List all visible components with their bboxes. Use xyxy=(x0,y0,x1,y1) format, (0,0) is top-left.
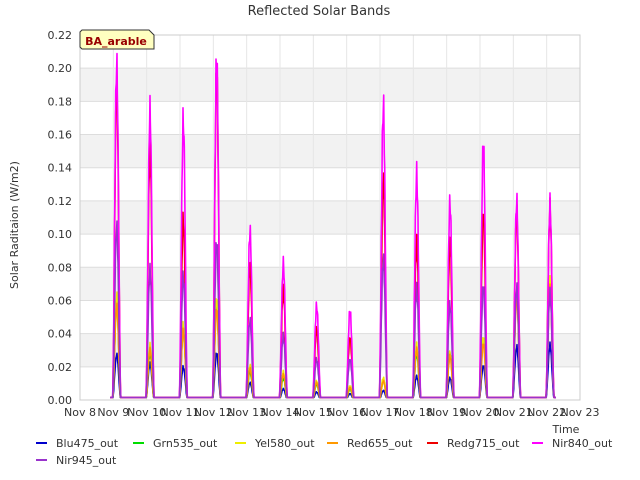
gridlines xyxy=(79,34,581,401)
grid-band xyxy=(80,200,580,235)
x-axis-label: Time xyxy=(552,423,580,436)
legend-label: Red655_out xyxy=(347,437,413,450)
x-tick-label: Nov 11 xyxy=(161,406,200,419)
x-tick-label: Nov 8 xyxy=(64,406,96,419)
x-tick-label: Nov 21 xyxy=(494,406,533,419)
y-tick-label: 0.10 xyxy=(48,228,73,241)
x-tick-label: Nov 15 xyxy=(294,406,333,419)
x-tick-label: Nov 20 xyxy=(461,406,500,419)
legend-label: Blu475_out xyxy=(56,437,119,450)
grid-band xyxy=(80,267,580,301)
x-tick-label: Nov 23 xyxy=(561,406,600,419)
y-tick-label: 0.12 xyxy=(48,195,73,208)
x-tick-label: Nov 14 xyxy=(261,406,300,419)
series-line-nir945-out xyxy=(109,220,557,399)
x-tick-label: Nov 17 xyxy=(361,406,400,419)
grid-band xyxy=(80,68,580,102)
legend: Blu475_out Grn535_out Yel580_out Red655_out… xyxy=(36,437,613,467)
legend-label: Yel580_out xyxy=(254,437,315,450)
y-tick-label: 0.08 xyxy=(48,261,73,274)
legend-label: Grn535_out xyxy=(153,437,218,450)
x-tick-label: Nov 13 xyxy=(227,406,266,419)
x-tick-label: Nov 9 xyxy=(97,406,129,419)
y-tick-label: 0.18 xyxy=(48,95,73,108)
chart-title: Reflected Solar Bands xyxy=(248,4,391,19)
y-tick-label: 0.04 xyxy=(48,328,73,341)
x-tick-label: Nov 12 xyxy=(194,406,233,419)
grid-band xyxy=(80,134,580,168)
y-tick-label: 0.20 xyxy=(48,62,73,75)
y-tick-label: 0.06 xyxy=(48,294,73,307)
x-tick-label: Nov 18 xyxy=(394,406,433,419)
grid-band xyxy=(80,333,580,367)
legend-label: Nir945_out xyxy=(56,454,117,467)
y-axis-ticks: 0.00 0.02 0.04 0.06 0.08 0.10 0.12 0.14 0.16 0.18… xyxy=(48,29,73,407)
x-tick-label: Nov 10 xyxy=(127,406,166,419)
y-tick-label: 0.00 xyxy=(48,394,73,407)
legend-label: Redg715_out xyxy=(447,437,520,450)
background-bands xyxy=(80,35,580,400)
y-tick-label: 0.02 xyxy=(48,361,73,374)
y-tick-label: 0.16 xyxy=(48,129,73,142)
site-badge: BA_arable xyxy=(79,29,155,50)
x-tick-label: Nov 19 xyxy=(427,406,466,419)
x-tick-label: Nov 22 xyxy=(527,406,566,419)
y-axis-label: Solar Raditaion (W/m2) xyxy=(8,161,21,289)
series-lines xyxy=(109,52,557,399)
site-badge-label: BA_arable xyxy=(85,35,147,48)
plot-frame xyxy=(79,34,581,401)
y-tick-label: 0.14 xyxy=(48,162,73,175)
x-tick-label: Nov 16 xyxy=(327,406,366,419)
y-tick-label: 0.22 xyxy=(48,29,73,42)
legend-label: Nir840_out xyxy=(552,437,613,450)
